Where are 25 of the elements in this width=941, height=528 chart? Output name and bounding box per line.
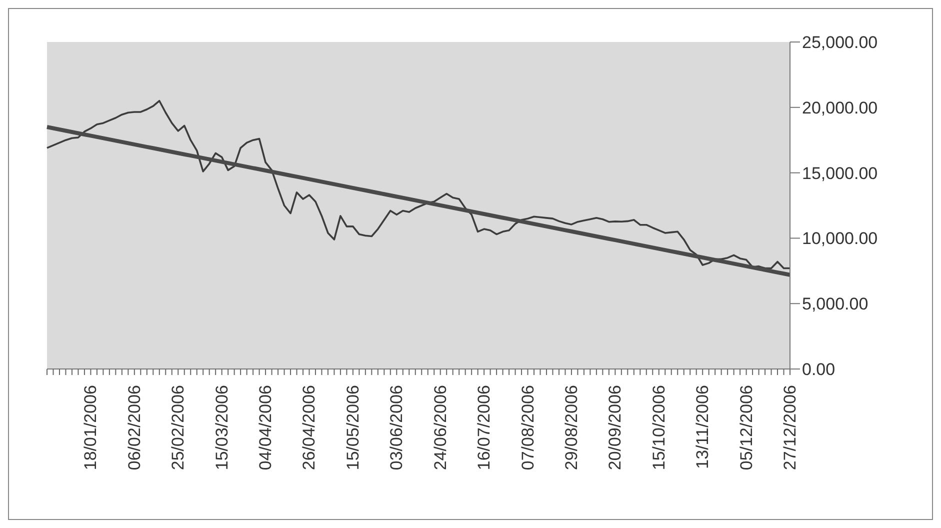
x-tick-label: 20/09/2006 [606,385,625,470]
x-tick-label: 26/04/2006 [300,385,319,470]
x-tick-label: 04/04/2006 [256,385,276,470]
x-tick-label: 24/06/2006 [430,385,450,470]
x-tick-label: 18/01/2006 [81,385,100,470]
x-tick-label: 13/11/2006 [693,385,712,469]
x-tick-label: 05/12/2006 [736,385,756,470]
y-tick-label: 0.00 [802,360,836,380]
x-tick-label: 27/12/2006 [780,385,800,470]
y-tick-label: 25,000.00 [802,33,878,52]
x-tick-label: 15/05/2006 [343,385,362,470]
y-tick-label: 5,000.00 [802,294,868,314]
x-tick-label: 25/02/2006 [168,385,188,470]
x-tick-label: 15/03/2006 [212,385,232,470]
x-tick-label: 07/08/2006 [518,385,538,470]
x-tick-label: 29/08/2006 [562,385,581,470]
y-tick-label: 20,000.00 [802,98,878,118]
x-tick-label: 16/07/2006 [474,385,494,470]
x-tick-label: 03/06/2006 [387,385,406,470]
line-series [45,125,792,277]
y-tick-label: 10,000.00 [802,229,878,248]
line-series [46,100,791,270]
x-tick-label: 06/02/2006 [124,385,144,470]
y-tick-label: 15,000.00 [802,164,878,183]
x-tick-label: 15/10/2006 [649,385,668,470]
